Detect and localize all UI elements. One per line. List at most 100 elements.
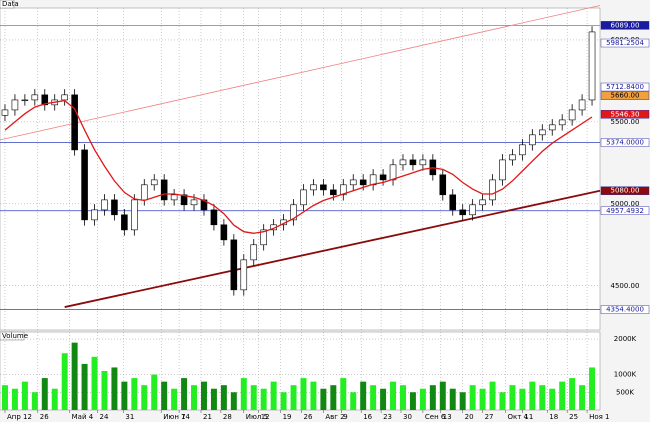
volume-bar — [11, 388, 18, 410]
candle-body — [240, 259, 248, 291]
x-tick-label: 26 — [40, 413, 49, 421]
volume-bar — [439, 381, 446, 410]
candle-body — [131, 199, 138, 231]
volume-bar — [230, 392, 237, 410]
volume-bar — [151, 374, 158, 410]
price-label-box — [600, 21, 650, 30]
volume-bar — [61, 353, 68, 410]
candle-body — [359, 179, 367, 186]
y-tick-label: 500K — [616, 388, 634, 396]
candle-body — [399, 159, 407, 166]
x-tick-label: 12 — [261, 413, 270, 421]
candle-body — [230, 239, 238, 291]
volume-bar — [539, 385, 546, 410]
candle-body — [41, 94, 49, 106]
x-tick-label: Май 4 — [72, 413, 94, 421]
candle-body — [539, 129, 546, 136]
x-tick-label: Ноя 1 — [589, 413, 609, 421]
x-tick-label: 18 — [549, 413, 558, 421]
trendline — [64, 189, 601, 308]
x-tick-label: Сен 6 — [425, 413, 446, 421]
volume-bar — [469, 385, 476, 410]
volume-bar — [51, 388, 58, 410]
volume-bar — [91, 356, 98, 410]
candle-body — [558, 119, 566, 126]
x-tick-label: 24 — [100, 413, 109, 421]
volume-bar — [310, 381, 317, 410]
candle-body — [290, 204, 297, 221]
volume-bar — [121, 381, 128, 410]
panel-title: Volume — [2, 332, 28, 340]
volume-bar — [21, 381, 28, 410]
volume-bar — [499, 392, 506, 410]
price-label-box — [600, 110, 650, 119]
x-tick-label: Апр 12 — [7, 413, 32, 421]
volume-bar — [519, 388, 526, 410]
price-label-box — [600, 38, 650, 48]
volume-bar — [350, 392, 357, 410]
volume-bar — [419, 388, 426, 410]
candle-body — [250, 244, 258, 261]
volume-bar — [101, 371, 108, 410]
volume-bar — [81, 363, 88, 410]
y-tick-label: 5000.00 — [611, 200, 640, 208]
volume-bar — [459, 392, 466, 410]
candle-body — [111, 199, 118, 216]
candle-body — [548, 124, 556, 131]
volume-bar — [220, 385, 227, 410]
x-tick-label: 30 — [403, 413, 412, 421]
x-tick-label: 21 — [203, 413, 212, 421]
price-label: 4957.4932 — [606, 207, 644, 215]
candle-body — [140, 184, 148, 201]
candle-body — [449, 194, 457, 211]
x-tick-label: 13 — [443, 413, 452, 421]
x-tick-label: 14 — [181, 413, 190, 421]
price-label-box — [600, 305, 650, 314]
x-tick-label: 11 — [524, 413, 533, 421]
volume-bar — [509, 385, 516, 410]
candle-body — [330, 189, 337, 196]
x-tick-label: 16 — [363, 413, 372, 421]
candle-body — [439, 174, 447, 196]
candle-body — [349, 179, 357, 186]
panel-tab — [0, 331, 25, 341]
volume-bar — [41, 378, 48, 410]
candle-body — [220, 224, 228, 241]
candle-body — [180, 194, 188, 206]
panel-title: Data — [2, 0, 19, 8]
volume-bar — [360, 381, 367, 410]
x-tick-label: Июл 5 — [246, 413, 268, 421]
price-label-box — [600, 82, 650, 92]
volume-bar — [449, 388, 456, 410]
y-tick-label: 2000K — [614, 335, 637, 343]
volume-bar — [280, 392, 287, 410]
price-label: 5374.0000 — [606, 139, 644, 147]
candle-body — [31, 94, 39, 101]
candle-body — [568, 109, 576, 121]
price-label-box — [600, 138, 650, 147]
candle-body — [499, 159, 506, 181]
price-label: 5712.8400 — [606, 83, 644, 91]
candle-body — [210, 209, 218, 226]
y-tick-label: 5500.00 — [611, 118, 640, 126]
x-tick-label: Окт 4 — [507, 413, 528, 421]
moving-average — [4, 99, 593, 234]
price-label: 5080.00 — [611, 187, 640, 195]
volume-bar — [589, 367, 596, 410]
candle-body — [588, 31, 596, 101]
volume-bar — [171, 388, 178, 410]
price-label: 6089.00 — [611, 21, 640, 29]
volume-bar — [569, 378, 576, 410]
candle-body — [529, 134, 536, 146]
candle-body — [101, 199, 108, 211]
candle-body — [21, 99, 29, 102]
panel-tab — [0, 0, 15, 9]
x-tick-label: Июн 7 — [163, 413, 185, 421]
candle-body — [61, 94, 68, 101]
volume-bar — [210, 388, 217, 410]
price-label-box — [600, 206, 650, 215]
candle-body — [469, 204, 476, 216]
candle-body — [81, 149, 88, 221]
volume-bar — [300, 378, 307, 410]
